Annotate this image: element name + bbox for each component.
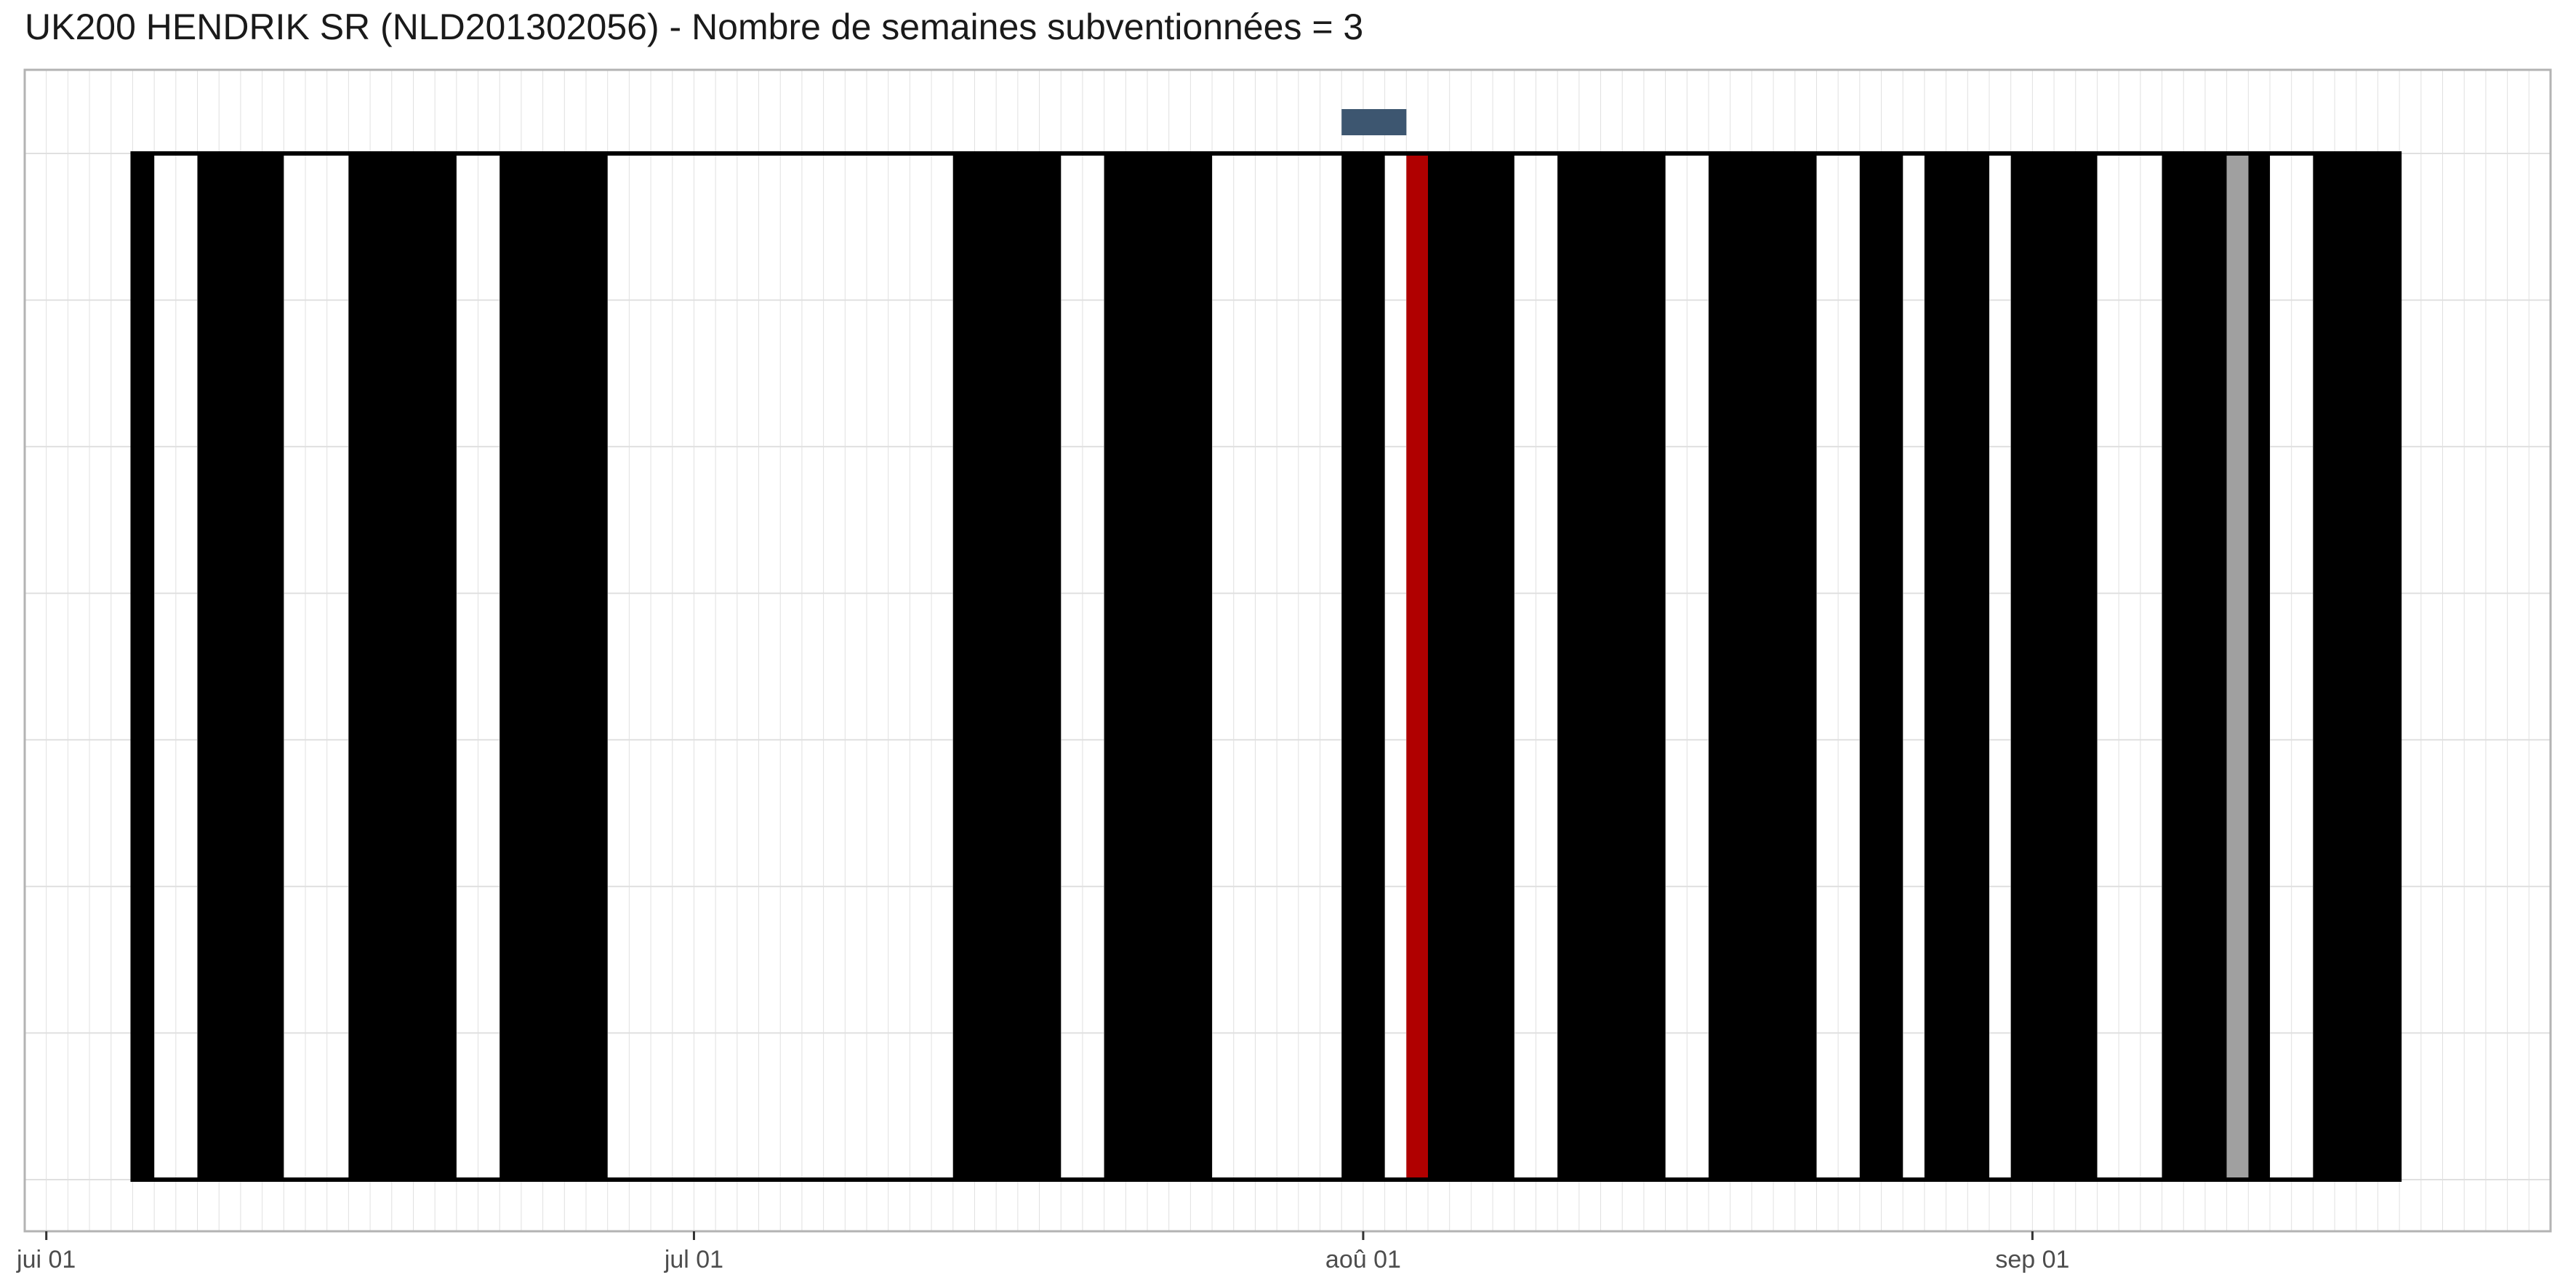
- activity-bar: [2248, 153, 2270, 1180]
- activity-bar: [952, 153, 1062, 1180]
- activity-bar: [132, 153, 155, 1180]
- x-axis-tick-label: jul 01: [664, 1246, 723, 1273]
- activity-bar: [1428, 153, 1514, 1180]
- activity-bar: [1104, 153, 1213, 1180]
- activity-frame: [130, 151, 2402, 1182]
- activity-bar: [348, 153, 457, 1180]
- activity-bar: [499, 153, 608, 1180]
- activity-bar: [1341, 153, 1385, 1180]
- x-axis-tick-label: sep 01: [1995, 1246, 2069, 1273]
- plot-panel-border: [23, 68, 2552, 1233]
- x-axis-tick-label: aoû 01: [1325, 1246, 1401, 1273]
- activity-bar: [1709, 153, 1817, 1180]
- x-axis-tick-label: jui 01: [16, 1246, 76, 1273]
- activity-bar: [2162, 153, 2227, 1180]
- subsidy-week-marker: [1341, 109, 1407, 135]
- activity-bars: [132, 109, 2400, 1180]
- activity-bar: [2313, 153, 2400, 1180]
- activity-bar: [1859, 153, 1903, 1180]
- activity-bar: [2226, 153, 2249, 1180]
- activity-period-outline: [130, 151, 2402, 1182]
- activity-bar: [197, 153, 284, 1180]
- activity-bar: [1557, 153, 1666, 1180]
- chart-title: UK200 HENDRIK SR (NLD201302056) - Nombre…: [25, 7, 1364, 47]
- x-axis-ticks: jui 01 jul 01 aoû 01 sep 01: [16, 1231, 2069, 1273]
- activity-bar: [2010, 153, 2098, 1180]
- activity-bar: [1924, 153, 1989, 1180]
- activity-bar: [1406, 153, 1428, 1180]
